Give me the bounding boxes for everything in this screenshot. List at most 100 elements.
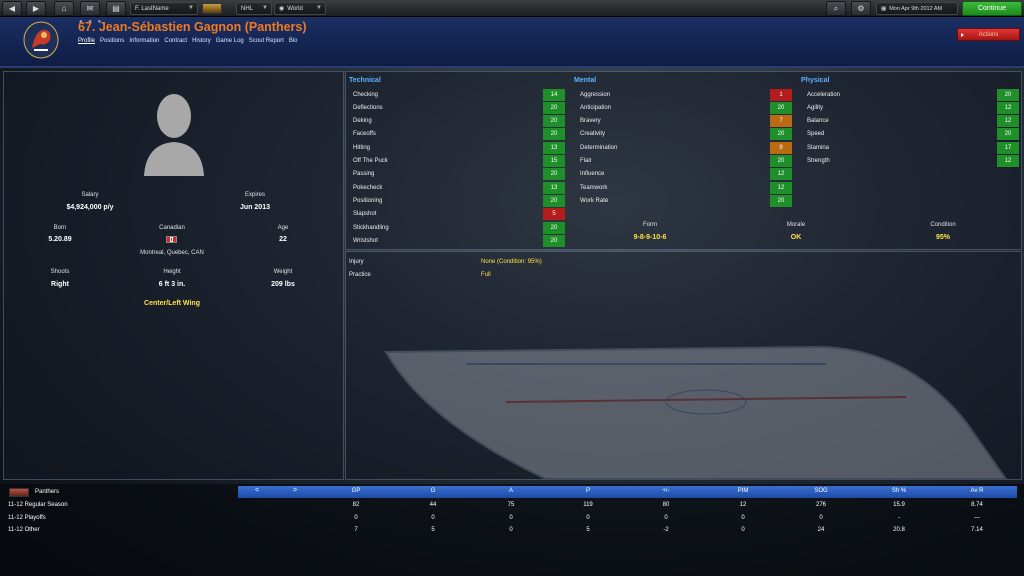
technical-row[interactable]: Off The Puck 15 [350,155,565,168]
technical-row[interactable]: Deflections 20 [350,101,565,114]
tab-history[interactable]: History [192,38,211,44]
page-title: 67. Jean-Sébastien Gagnon (Panthers) [78,20,307,34]
mental-attr-value: 20 [770,155,792,167]
mental-row[interactable]: Determination 9 [577,141,792,154]
stats-next-button[interactable]: > [293,487,298,494]
page-dots-icon: ● ● ● [79,19,104,25]
league-select[interactable]: NHL ▼ [236,2,272,15]
technical-row[interactable]: Slapshot 5 [350,208,565,221]
mental-attr-value: 20 [770,128,792,141]
stats-cell: 0 [431,514,435,521]
forward-button[interactable]: ▶ [26,1,46,16]
mental-header: Mental [574,77,597,84]
physical-row[interactable]: Strength 12 [804,155,1019,168]
stats-cell: - [898,514,900,521]
tab-contract[interactable]: Contract [164,38,188,44]
tab-information[interactable]: Information [129,38,160,44]
expires-value: Jun 2013 [240,204,270,211]
stats-prev-button[interactable]: < [255,487,260,494]
mental-row[interactable]: Work Rate 20 [577,194,792,207]
mental-row[interactable]: Anticipation 20 [577,101,792,114]
actions-button[interactable]: Actions [957,28,1020,41]
continue-button[interactable]: Continue [962,1,1022,16]
panthers-logo-icon[interactable] [202,3,222,14]
mental-row[interactable]: Creativity 20 [577,128,792,141]
position-value: Center/Left Wing [144,300,200,307]
stats-column-header[interactable]: GP [351,488,361,494]
physical-attr-value: 20 [997,88,1019,101]
stats-column-header[interactable]: P [585,488,590,494]
height-value: 6 ft 3 in. [158,281,186,288]
player-search-value: F. LastName [135,5,169,12]
player-search-select[interactable]: F. LastName ▼ [130,2,198,15]
technical-row[interactable]: Hitting 13 [350,141,565,154]
stats-column-header[interactable]: +/- [662,488,670,494]
profile-panel [3,71,344,480]
mail-icon[interactable]: ✉ [80,1,100,16]
injury-label: Injury [349,259,364,265]
physical-row[interactable]: Acceleration 20 [804,88,1019,101]
technical-attr-name: Deflections [353,104,383,111]
technical-row[interactable]: Stickhandling 20 [350,221,565,234]
mental-attr-value: 7 [770,115,792,128]
weight-value: 209 lbs [271,281,295,288]
canada-flag-icon [166,236,177,243]
weight-label: Weight [273,269,293,275]
technical-row[interactable]: Pokecheck 13 [350,181,565,194]
search-icon[interactable]: ⌕ [826,1,846,16]
mental-attr-value: 12 [770,181,792,194]
mental-attr-name: Influence [580,171,605,178]
tab-scout-report[interactable]: Scout Report [248,38,284,44]
stats-cell: 15.9 [893,502,905,508]
mental-attr-name: Flair [580,158,592,164]
stats-column-header[interactable]: G [430,488,436,494]
technical-attr-value: 20 [543,101,565,114]
technical-row[interactable]: Wristshot 20 [350,234,565,247]
book-icon[interactable]: ▤ [106,1,126,16]
stats-cell: 0 [741,527,745,533]
back-button[interactable]: ◀ [2,1,22,16]
stats-column-header[interactable]: SOG [814,488,828,494]
form-value: 9-8-9-10-6 [633,234,667,241]
technical-attr-name: Pokecheck [353,184,383,191]
stats-row-label: 11-12 Regular Season [8,502,68,508]
stats-cell: 0 [509,514,513,521]
technical-row[interactable]: Deking 20 [350,115,565,128]
technical-row[interactable]: Passing 20 [350,168,565,181]
tab-game-log[interactable]: Game Log [215,38,244,44]
physical-row[interactable]: Agility 12 [804,101,1019,114]
technical-attr-value: 20 [543,168,565,181]
mental-attr-name: Anticipation [580,104,612,111]
stats-column-header[interactable]: Av R [970,488,984,494]
physical-attr-name: Balance [807,118,829,125]
stats-column-header[interactable]: Sh % [891,488,907,494]
physical-row[interactable]: Balance 12 [804,115,1019,128]
mental-row[interactable]: Bravery 7 [577,115,792,128]
technical-attr-name: Wristshot [353,237,378,244]
mental-row[interactable]: Aggression 1 [577,88,792,101]
physical-row[interactable]: Speed 20 [804,128,1019,141]
technical-row[interactable]: Checking 14 [350,88,565,101]
stats-column-header[interactable]: A [508,488,513,494]
physical-row[interactable]: Stamina 17 [804,141,1019,154]
tab-profile[interactable]: Profile [78,38,96,44]
tab-bio[interactable]: Bio [288,38,298,44]
mental-row[interactable]: Influence 12 [577,168,792,181]
gear-icon[interactable]: ⚙ [851,1,871,16]
mental-row[interactable]: Teamwork 12 [577,181,792,194]
technical-row[interactable]: Positioning 20 [350,194,565,207]
home-icon[interactable]: ⌂ [54,1,74,16]
stats-cell: 7 [354,527,358,533]
physical-attr-value: 12 [997,155,1019,167]
mental-attr-value: 20 [770,194,792,207]
mental-attr-value: 12 [770,168,792,181]
globe-icon: ◉ [279,6,285,12]
mental-row[interactable]: Flair 20 [577,155,792,168]
world-select[interactable]: ◉ World ▼ [274,2,326,15]
tab-positions[interactable]: Positions [100,38,125,44]
stats-column-header[interactable]: PIM [737,488,749,494]
physical-attr-name: Agility [807,104,824,111]
salary-label: Salary [81,192,99,198]
technical-row[interactable]: Faceoffs 20 [350,128,565,141]
date-display[interactable]: ▦ Mon Apr 9th 2012 AM [876,2,958,15]
